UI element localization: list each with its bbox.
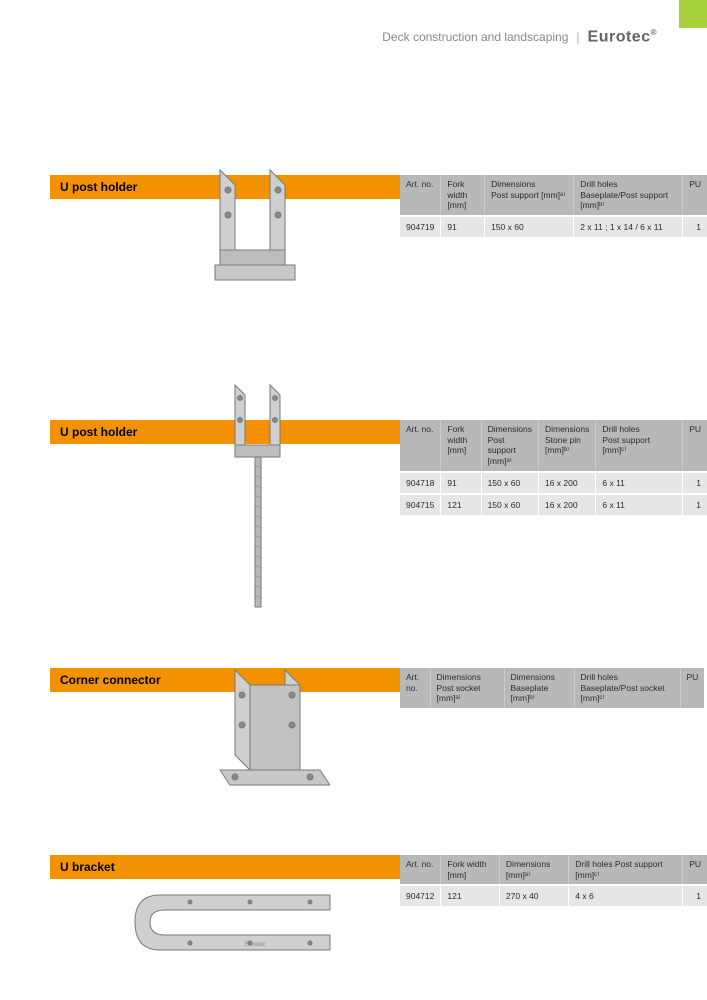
separator: | bbox=[576, 30, 579, 44]
table-header: Drill holes Post support [mm]ᶜ⁾ bbox=[569, 855, 683, 885]
table-row: 904715121150 x 6016 x 2006 x 111 bbox=[400, 494, 707, 515]
table-cell: 121 bbox=[441, 494, 481, 515]
table-cell: 6 x 11 bbox=[596, 472, 683, 494]
table-header: Art. no. bbox=[400, 420, 441, 472]
table-header: DimensionsBaseplate [mm]ᵇ⁾ bbox=[504, 668, 574, 708]
table-header: DimensionsPost support[mm]ᵃ⁾ bbox=[481, 420, 538, 472]
table-header: DimensionsPost socket [mm]ᵃ⁾ bbox=[430, 668, 504, 708]
table-cell: 150 x 60 bbox=[485, 216, 574, 237]
table-cell: 270 x 40 bbox=[499, 885, 568, 906]
table-header: Drill holesBaseplate/Post socket [mm]ᶜ⁾ bbox=[574, 668, 680, 708]
table-cell: 91 bbox=[441, 472, 481, 494]
table-header: Art. no. bbox=[400, 855, 441, 885]
table-header: DimensionsStone pin[mm]ᵇ⁾ bbox=[538, 420, 595, 472]
section2-table: Art. no.Fork width[mm]DimensionsPost sup… bbox=[400, 420, 707, 515]
table-cell: 150 x 60 bbox=[481, 494, 538, 515]
table-cell: 904719 bbox=[400, 216, 441, 237]
section3-table: Art. no.DimensionsPost socket [mm]ᵃ⁾Dime… bbox=[400, 668, 704, 708]
section1-image bbox=[200, 160, 310, 290]
table-cell: 4 x 6 bbox=[569, 885, 683, 906]
section4-image: Eurotec bbox=[130, 880, 340, 965]
table-cell: 91 bbox=[441, 216, 485, 237]
section1-table: Art. no.Fork width[mm]DimensionsPost sup… bbox=[400, 175, 707, 237]
section2-image bbox=[220, 380, 300, 610]
table-cell: 1 bbox=[683, 494, 707, 515]
table-header: Drill holesPost support [mm]ᶜ⁾ bbox=[596, 420, 683, 472]
section2-title: U post holder bbox=[50, 420, 190, 444]
table-cell: 16 x 200 bbox=[538, 494, 595, 515]
table-header: Art. no. bbox=[400, 175, 441, 216]
table-header: Fork width [mm] bbox=[441, 855, 500, 885]
table-cell: 904718 bbox=[400, 472, 441, 494]
table-header: PU bbox=[683, 420, 707, 472]
table-header: Drill holesBaseplate/Post support [mm]ᵇ⁾ bbox=[574, 175, 683, 216]
table-cell: 1 bbox=[683, 885, 707, 906]
table-header: DimensionsPost support [mm]ᵃ⁾ bbox=[485, 175, 574, 216]
table-cell: 1 bbox=[683, 216, 707, 237]
table-header: Fork width[mm] bbox=[441, 175, 485, 216]
accent-tab bbox=[679, 0, 707, 28]
table-cell: 16 x 200 bbox=[538, 472, 595, 494]
section3-image bbox=[210, 655, 330, 795]
table-cell: 2 x 11 ; 1 x 14 / 6 x 11 bbox=[574, 216, 683, 237]
section3-title: Corner connector bbox=[50, 668, 190, 692]
brand-logo: Eurotec® bbox=[588, 28, 657, 46]
table-row: 90471891150 x 6016 x 2006 x 111 bbox=[400, 472, 707, 494]
table-header: Dimensions [mm]ᵃ⁾ bbox=[499, 855, 568, 885]
table-header: PU bbox=[683, 175, 707, 216]
table-cell: 1 bbox=[683, 472, 707, 494]
table-cell: 6 x 11 bbox=[596, 494, 683, 515]
svg-text:Eurotec: Eurotec bbox=[245, 942, 266, 948]
table-header: Fork width[mm] bbox=[441, 420, 481, 472]
table-header: Art. no. bbox=[400, 668, 430, 708]
section4-table: Art. no.Fork width [mm]Dimensions [mm]ᵃ⁾… bbox=[400, 855, 707, 906]
table-cell: 121 bbox=[441, 885, 500, 906]
table-header: PU bbox=[680, 668, 704, 708]
section4-title: U bracket bbox=[50, 855, 190, 879]
category-label: Deck construction and landscaping bbox=[382, 30, 568, 44]
table-cell: 150 x 60 bbox=[481, 472, 538, 494]
page-header: Deck construction and landscaping | Euro… bbox=[382, 28, 657, 46]
table-cell: 904712 bbox=[400, 885, 441, 906]
table-cell: 904715 bbox=[400, 494, 441, 515]
table-row: 90471991150 x 602 x 11 ; 1 x 14 / 6 x 11… bbox=[400, 216, 707, 237]
table-row: 904712121270 x 404 x 61 bbox=[400, 885, 707, 906]
table-header: PU bbox=[683, 855, 707, 885]
section1-title: U post holder bbox=[50, 175, 190, 199]
